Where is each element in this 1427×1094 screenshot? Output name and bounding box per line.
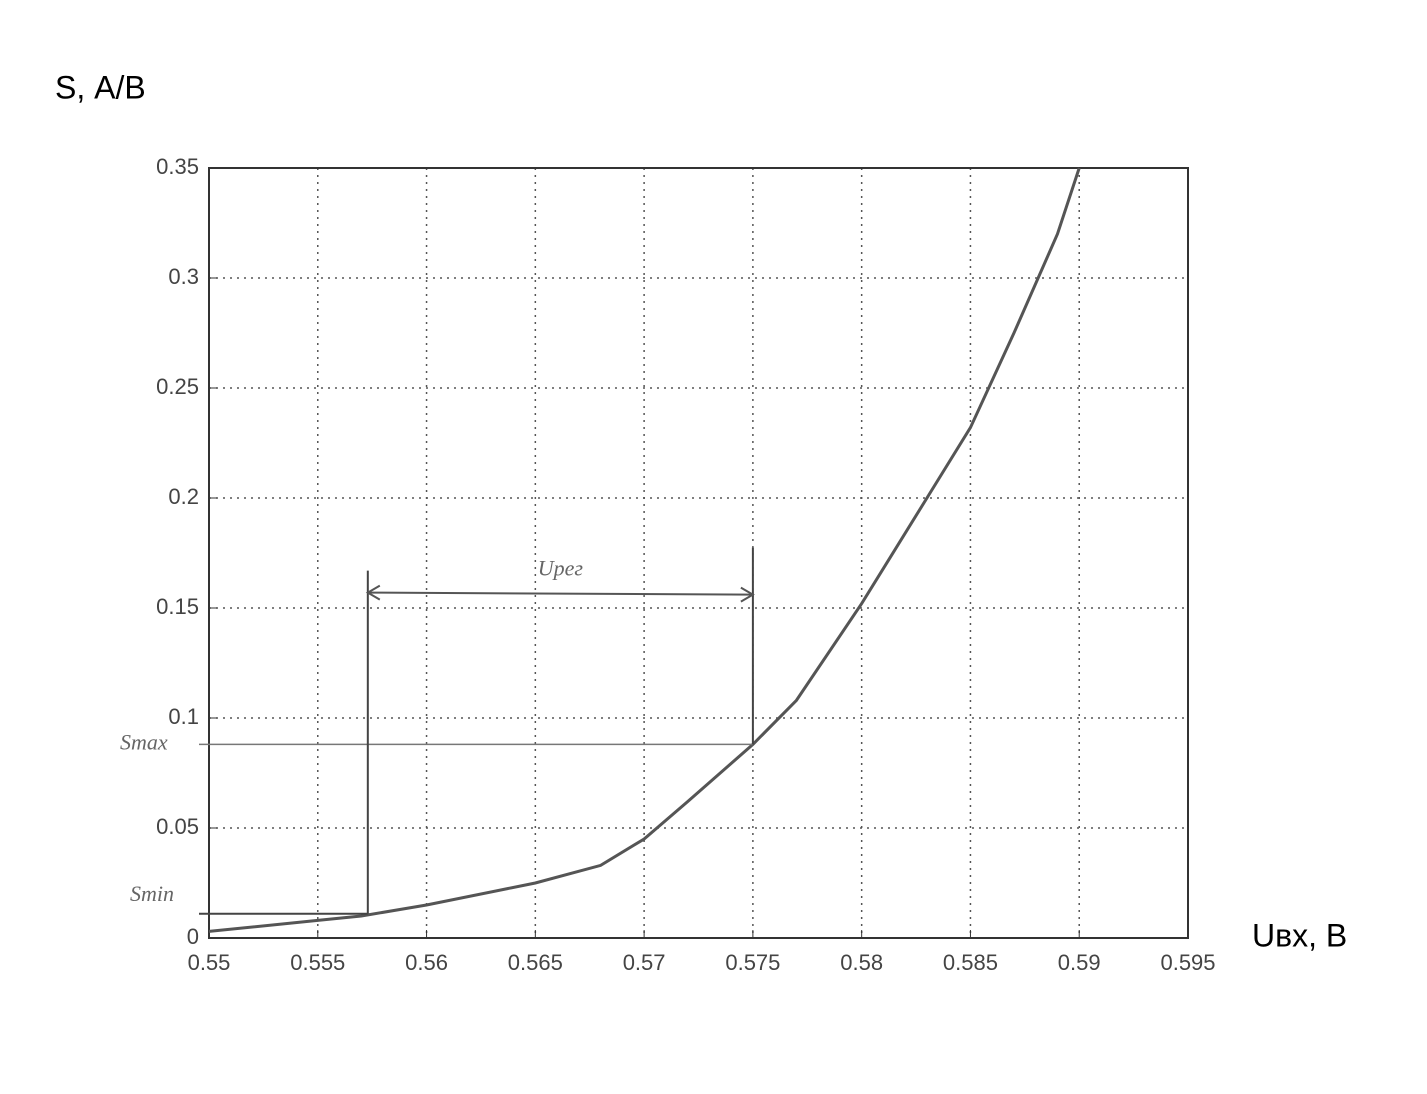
arrow-head bbox=[740, 586, 755, 603]
y-tick-label: 0.05 bbox=[156, 814, 199, 839]
y-tick-label: 0.25 bbox=[156, 374, 199, 399]
y-tick-label: 0.3 bbox=[168, 264, 199, 289]
x-tick-label: 0.56 bbox=[405, 950, 448, 975]
plot-frame bbox=[208, 167, 1189, 939]
y-tick-label: 0.1 bbox=[168, 704, 199, 729]
x-axis-label: Uвх, В bbox=[1252, 917, 1347, 953]
x-tick-label: 0.555 bbox=[290, 950, 345, 975]
smax-label: Smax bbox=[120, 729, 168, 754]
x-tick-label: 0.595 bbox=[1160, 950, 1215, 975]
x-tick-label: 0.575 bbox=[725, 950, 780, 975]
y-tick-label: 0.35 bbox=[156, 154, 199, 179]
ureg-arrow bbox=[367, 591, 753, 596]
y-tick-label: 0.15 bbox=[156, 594, 199, 619]
x-tick-label: 0.565 bbox=[508, 950, 563, 975]
x-tick-label: 0.59 bbox=[1058, 950, 1101, 975]
arrow-head bbox=[365, 584, 381, 601]
ureg-label: Uрег bbox=[538, 556, 584, 581]
x-tick-label: 0.58 bbox=[840, 950, 883, 975]
x-tick-label: 0.585 bbox=[943, 950, 998, 975]
x-tick-label: 0.57 bbox=[623, 950, 666, 975]
smin-label: Smin bbox=[130, 881, 174, 906]
y-axis-label: S, А/В bbox=[55, 69, 146, 105]
curve bbox=[208, 167, 1081, 933]
x-tick-label: 0.55 bbox=[188, 950, 231, 975]
y-tick-label: 0 bbox=[187, 924, 199, 949]
y-tick-label: 0.2 bbox=[168, 484, 199, 509]
